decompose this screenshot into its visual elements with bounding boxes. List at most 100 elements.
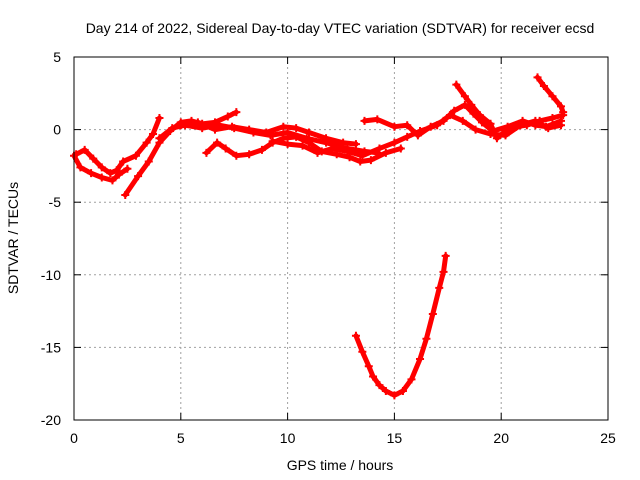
data-point — [223, 112, 232, 121]
data-point — [356, 157, 365, 166]
data-point — [228, 122, 237, 131]
data-point — [403, 132, 412, 141]
data-point — [364, 362, 373, 371]
data-point — [97, 163, 106, 172]
data-point — [322, 134, 331, 143]
x-tick-label: 5 — [177, 430, 185, 446]
y-tick-label: 5 — [53, 49, 61, 65]
data-point — [548, 113, 557, 122]
data-point — [279, 122, 288, 131]
data-point — [366, 156, 375, 165]
data-point — [373, 115, 382, 124]
data-point — [460, 92, 469, 101]
data-point — [403, 121, 412, 130]
data-point — [375, 381, 384, 390]
data-point — [492, 134, 501, 143]
data-point — [369, 372, 378, 381]
data-point — [422, 334, 431, 343]
data-point — [435, 283, 444, 292]
y-tick-label: -15 — [41, 339, 61, 355]
data-point — [155, 113, 164, 122]
data-point — [381, 148, 390, 157]
data-point — [360, 116, 369, 125]
x-axis-label: GPS time / hours — [287, 457, 394, 473]
data-point — [533, 73, 542, 82]
data-point — [501, 127, 510, 136]
data-point — [155, 134, 164, 143]
data-point — [439, 116, 448, 125]
data-point — [328, 144, 337, 153]
data-point — [176, 121, 185, 130]
data-point — [450, 106, 459, 115]
data-point — [168, 124, 177, 133]
data-point — [123, 164, 132, 173]
data-point — [413, 131, 422, 140]
data-point — [426, 122, 435, 131]
data-point — [304, 128, 313, 137]
data-point — [458, 116, 467, 125]
data-point — [89, 154, 98, 163]
data-point — [358, 151, 367, 160]
plot-frame — [73, 56, 609, 421]
data-point — [375, 144, 384, 153]
data-point — [76, 163, 85, 172]
data-point — [232, 108, 241, 117]
x-tick-label: 25 — [600, 430, 616, 446]
y-tick-label: -10 — [41, 267, 61, 283]
data-point — [257, 145, 266, 154]
data-point — [390, 391, 399, 400]
data-point — [358, 347, 367, 356]
data-point — [416, 355, 425, 364]
data-point — [292, 124, 301, 133]
data-point — [559, 108, 568, 117]
data-point — [213, 138, 222, 147]
data-point — [193, 118, 202, 127]
data-point — [390, 138, 399, 147]
x-tick-label: 10 — [280, 430, 296, 446]
data-point — [108, 176, 117, 185]
data-point — [80, 145, 89, 154]
y-tick-label: 0 — [53, 122, 61, 138]
data-point — [134, 172, 143, 181]
x-tick-label: 15 — [387, 430, 403, 446]
data-point — [467, 100, 476, 109]
y-tick-label: -20 — [41, 412, 61, 428]
series-line-track-11 — [353, 253, 449, 398]
data-point — [87, 169, 96, 178]
data-point — [283, 128, 292, 137]
data-point — [398, 386, 407, 395]
data-point — [121, 190, 130, 199]
data-point — [245, 125, 254, 134]
data-series — [70, 73, 568, 400]
data-point — [262, 128, 271, 137]
data-point — [72, 150, 81, 159]
data-point — [557, 102, 566, 111]
data-point — [119, 157, 128, 166]
data-point — [475, 111, 484, 120]
data-point — [381, 386, 390, 395]
axis-ticks: 0 5 10 15 20 25 -20 -15 -10 -5 0 5 — [41, 49, 616, 446]
data-point — [396, 144, 405, 153]
data-point — [149, 129, 158, 138]
chart-title: Day 214 of 2022, Sidereal Day-to-day VTE… — [86, 20, 595, 36]
data-point — [131, 151, 140, 160]
data-point — [221, 144, 230, 153]
data-point — [97, 173, 106, 182]
data-point — [245, 150, 254, 159]
data-point — [452, 80, 461, 89]
data-point — [351, 331, 360, 340]
data-point — [428, 310, 437, 319]
grid — [74, 57, 608, 420]
data-point — [202, 148, 211, 157]
data-point — [512, 122, 521, 131]
data-point — [232, 151, 241, 160]
data-point — [313, 148, 322, 157]
y-axis-label: SDTVAR / TECUs — [5, 182, 21, 294]
data-point — [522, 121, 531, 130]
data-point — [298, 141, 307, 150]
data-point — [106, 169, 115, 178]
data-point — [542, 122, 551, 131]
data-point — [210, 125, 219, 134]
data-point — [114, 170, 123, 179]
